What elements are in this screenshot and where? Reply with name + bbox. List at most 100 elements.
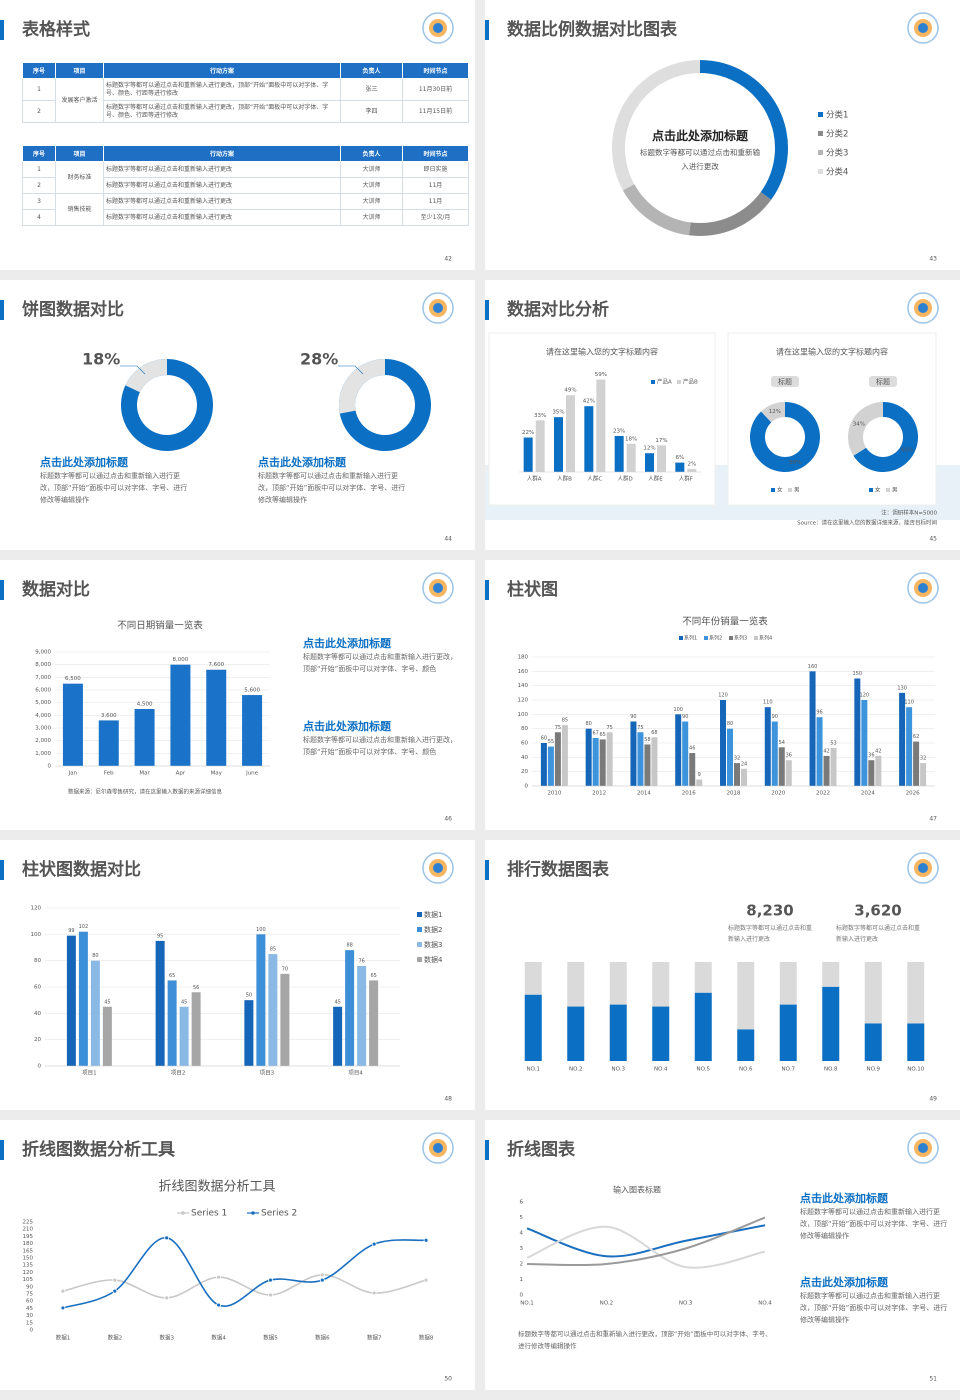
x-tick-label: NO.5 <box>697 1067 711 1073</box>
bar-segment <box>567 1006 585 1061</box>
table-row: 2 标题数字等都可以通过点击和重新输入进行更改，顶部“开始”面板中可以对字体、字号… <box>22 100 469 123</box>
value-label: 100 <box>256 927 266 933</box>
slide-canvas: 柱状图数据对比 48 0 20 40 60 80 100 120 项目1 99 102 80 45 项目2 9… <box>0 852 454 1103</box>
bar-segment <box>779 962 797 1005</box>
x-tick-label: NO.4 <box>654 1067 668 1073</box>
legend-label: 系列3 <box>734 635 747 642</box>
value-label: 160 <box>808 664 818 670</box>
y-tick-label: 120 <box>518 698 529 704</box>
value-label: 45 <box>181 999 187 1005</box>
legend-dot <box>181 1211 185 1215</box>
item-heading: 点击此处添加标题 <box>800 1276 888 1289</box>
legend-swatch <box>417 957 422 962</box>
x-tick-label: 数据3 <box>159 1334 174 1342</box>
legend-label: 男 <box>794 487 800 494</box>
logo <box>433 303 443 313</box>
bar <box>191 992 201 1066</box>
y-tick-label: 40 <box>521 755 528 761</box>
y-tick-label: 60 <box>34 985 41 991</box>
cell-time: 11月30日前 <box>402 78 469 101</box>
bar-segment <box>524 962 542 995</box>
value-label: 90 <box>630 714 636 720</box>
bar <box>268 954 278 1066</box>
table-row: 2 标题数字等都可以通过点击和重新输入进行更改 大训师 11月 <box>22 177 469 194</box>
y-tick-label: 3,000 <box>35 726 51 732</box>
bar <box>561 725 568 786</box>
title-marker <box>485 300 489 320</box>
cell-time: 11月 <box>402 193 469 210</box>
logo <box>918 583 928 593</box>
x-tick-label: 2020 <box>771 791 785 797</box>
slide: 数据比例数据对比图表 43 分类1 分类2 分类3 分类4 点击此处添加标题 标题数字等都可以… <box>485 0 960 270</box>
note: 注：调研样本N=5000 <box>881 509 937 517</box>
value-label: 32 <box>734 756 740 762</box>
bar <box>523 437 533 472</box>
value-label: 100 <box>673 707 683 713</box>
bar <box>734 763 740 786</box>
y-tick-label: 0 <box>520 1293 524 1299</box>
value-label: 66% <box>901 448 913 454</box>
x-tick-label: NO.2 <box>569 1067 582 1073</box>
page-number: 45 <box>929 536 937 543</box>
slide: 数据对比分析 45 请在这里输入您的文字标题内容 产品A 产品B 人群A 22% 33% 人群B… <box>485 280 960 550</box>
legend-swatch <box>818 131 823 136</box>
x-tick-label: NO.1 <box>527 1067 540 1073</box>
header-cell: 时间节点 <box>402 62 469 79</box>
page-number: 43 <box>929 256 937 263</box>
bar <box>682 721 689 786</box>
legend-label: 女 <box>777 486 783 494</box>
x-tick-label: 数据8 <box>419 1334 434 1342</box>
bar <box>170 664 191 766</box>
bar <box>345 950 355 1066</box>
bar <box>614 435 624 472</box>
legend-label: 分类1 <box>826 110 848 121</box>
legend-dot <box>251 1211 255 1215</box>
donut-subtitle: 标题数字等都可以通过点击和重新输入进行更改 <box>640 148 760 171</box>
value-label: 65 <box>169 973 175 979</box>
bar <box>134 709 155 766</box>
bar <box>90 960 100 1066</box>
legend-label: 产品B <box>683 378 698 386</box>
bar <box>66 935 76 1066</box>
value-label: 96 <box>816 710 822 716</box>
page-number: 44 <box>444 536 452 543</box>
value-label: 54 <box>779 740 785 746</box>
line-point <box>112 1288 118 1294</box>
donut-segment <box>848 402 883 456</box>
y-tick-label: 225 <box>23 1220 34 1226</box>
stat-text: 标题数字等都可以通过点击和重新输入进行更改 <box>836 925 921 943</box>
cell-time: 至少1次/月 <box>402 209 469 226</box>
legend-label: Series 1 <box>191 1209 227 1219</box>
line-point <box>371 1241 377 1247</box>
cell-plan: 标题数字等都可以通过点击和重新输入进行更改 <box>103 161 341 178</box>
y-tick-label: 20 <box>521 769 528 775</box>
x-tick-label: 人群E <box>648 475 663 483</box>
value-label: 2% <box>687 461 696 467</box>
cell-time: 即日实施 <box>402 161 469 178</box>
bar-segment <box>822 986 840 1061</box>
cell-owner: 大训师 <box>340 177 403 194</box>
bar-segment <box>609 962 627 1005</box>
slide: 折线图表 51 输入图表标题 0 1 2 3 4 5 6 NO.1 NO.2 NO.3 NO.4 标题数字等… <box>485 1120 960 1390</box>
legend-swatch <box>818 150 823 155</box>
y-tick-label: 180 <box>23 1241 34 1247</box>
legend-label: 男 <box>892 487 898 494</box>
slide: 饼图数据对比 44 18% 28% 点击此处添加标题 标题数字等都可以通过点击和重新输入进… <box>0 280 475 550</box>
cell-number: 1 <box>22 161 56 178</box>
legend-label: 系列4 <box>759 635 772 642</box>
bar-segment <box>694 992 712 1061</box>
tag <box>869 376 897 387</box>
slide-title: 折线图数据分析工具 <box>22 1139 175 1160</box>
cell-plan: 标题数字等都可以通过点击和重新输入进行更改，顶部“开始”面板中可以对字体、字号、… <box>103 78 341 101</box>
y-tick-label: 80 <box>521 726 528 732</box>
header-cell: 项目 <box>55 62 104 79</box>
leader-line <box>338 365 364 375</box>
slide-title: 排行数据图表 <box>507 859 610 880</box>
x-tick-label: NO.6 <box>739 1067 753 1073</box>
y-tick-label: 120 <box>23 1270 34 1276</box>
donut-segment <box>750 402 820 472</box>
bar <box>720 700 726 786</box>
x-tick-label: 2022 <box>816 791 830 797</box>
legend-label: Series 2 <box>261 1209 297 1219</box>
